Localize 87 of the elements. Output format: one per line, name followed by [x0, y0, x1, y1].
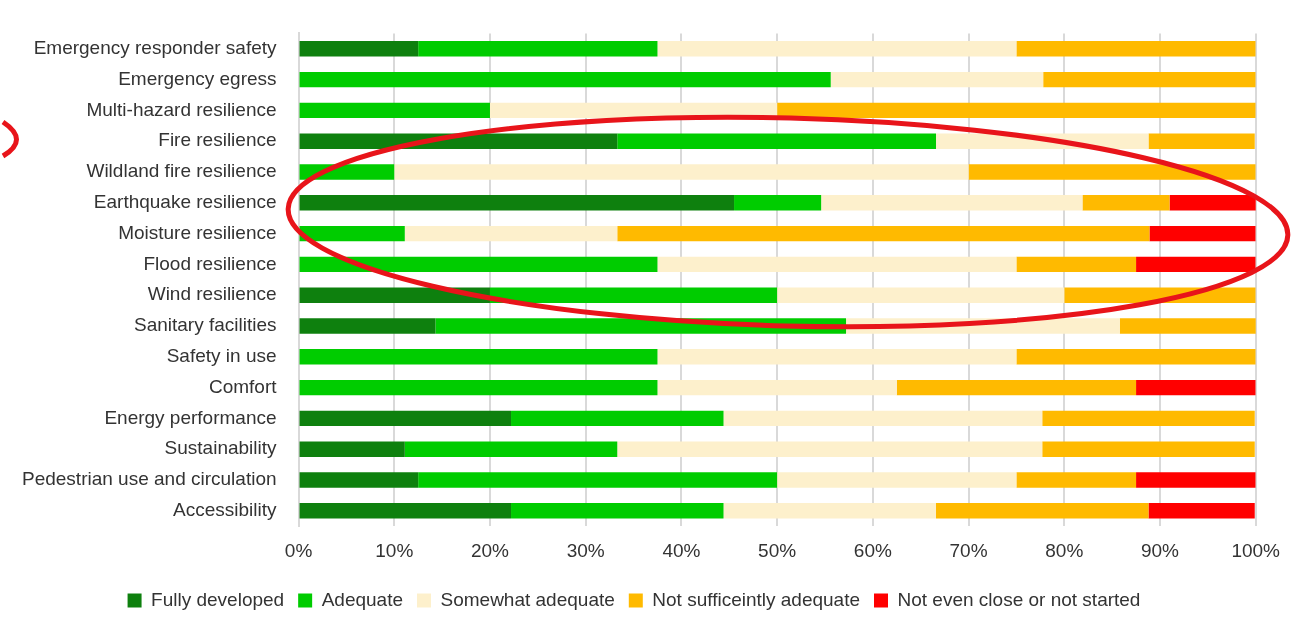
bar — [1136, 472, 1256, 488]
x-tick-label: 20% — [470, 539, 510, 561]
y-tick-label: Moisture resilience — [118, 221, 277, 243]
bar — [299, 225, 405, 242]
y-tick-label: Energy performance — [104, 406, 277, 428]
bar — [617, 133, 937, 149]
bar — [1016, 472, 1137, 488]
y-tick-label: Pedestrian use and circulation — [22, 468, 277, 490]
bar — [299, 379, 658, 396]
y-tick-label: Flood resilience — [143, 252, 277, 274]
bar — [404, 441, 618, 457]
bar — [489, 287, 778, 303]
bar — [1136, 379, 1256, 396]
bar — [1119, 318, 1256, 334]
bar — [299, 349, 658, 365]
bar — [968, 164, 1256, 180]
bar — [299, 195, 735, 211]
bar — [1148, 503, 1255, 519]
y-tick-label: Wind resilience — [147, 283, 277, 305]
legend-label: Somewhat adequate — [440, 588, 615, 610]
bar — [1043, 71, 1256, 88]
y-tick-label: Wildland fire resilience — [86, 160, 277, 182]
x-tick-label: 40% — [662, 539, 701, 561]
bar — [657, 349, 1017, 365]
y-tick-label: Emergency egress — [118, 67, 277, 89]
bar — [511, 410, 724, 427]
bar — [299, 41, 419, 57]
x-tick-label: 50% — [758, 539, 797, 561]
x-tick-label: 0% — [284, 539, 313, 561]
bar — [1082, 195, 1170, 211]
bar — [723, 410, 1043, 427]
bar — [1148, 133, 1255, 149]
bar — [299, 410, 512, 427]
y-tick-label: Safety in use — [166, 345, 277, 367]
y-tick-label: Fire resilience — [158, 129, 277, 151]
bar — [617, 225, 1150, 242]
y-tick-label: Sustainability — [164, 437, 278, 459]
bar — [299, 71, 831, 88]
bar — [777, 287, 1065, 303]
y-tick-label: Sanitary facilities — [133, 314, 277, 336]
x-tick-label: 80% — [1045, 539, 1084, 561]
bar — [1149, 225, 1256, 242]
y-tick-label: Multi-hazard resilience — [86, 98, 277, 120]
legend-label: Not even close or not started — [897, 588, 1141, 610]
bar — [777, 472, 1017, 488]
bar — [1016, 349, 1256, 365]
x-tick-label: 70% — [949, 539, 988, 561]
bar — [657, 379, 897, 396]
y-tick-label: Earthquake resilience — [93, 191, 277, 213]
x-tick-label: 60% — [853, 539, 892, 561]
bar — [299, 441, 405, 457]
bar — [1136, 256, 1256, 273]
x-tick-label: 100% — [1231, 539, 1281, 561]
bar — [299, 318, 436, 334]
bar — [657, 256, 1017, 273]
y-tick-label: Emergency responder safety — [33, 37, 278, 59]
legend-label: Not sufficeintly adequate — [652, 588, 861, 610]
bar — [1042, 441, 1255, 457]
bar — [777, 102, 1256, 119]
x-tick-label: 30% — [566, 539, 605, 561]
bar — [821, 195, 1083, 211]
bar — [299, 256, 658, 273]
bar — [734, 195, 822, 211]
bar — [723, 503, 937, 519]
bar — [896, 379, 1137, 396]
y-tick-label: Accessibility — [173, 499, 278, 521]
bar — [299, 472, 419, 488]
bar — [830, 71, 1044, 88]
bar — [511, 503, 724, 519]
bar — [657, 41, 1017, 57]
x-tick-label: 10% — [375, 539, 414, 561]
bar — [1042, 410, 1255, 427]
bar — [299, 102, 490, 119]
bar — [394, 164, 969, 180]
bar — [1169, 195, 1256, 211]
bar — [936, 503, 1149, 519]
bar — [299, 503, 512, 519]
legend-label: Fully developed — [151, 588, 285, 610]
y-tick-label: Comfort — [208, 375, 278, 397]
bar — [418, 41, 658, 57]
bar — [617, 441, 1043, 457]
bar — [1016, 256, 1137, 273]
legend-label: Adequate — [321, 588, 404, 610]
bar — [404, 225, 618, 242]
x-tick-label: 90% — [1140, 539, 1180, 561]
bar — [1016, 41, 1256, 57]
bar — [418, 472, 778, 488]
